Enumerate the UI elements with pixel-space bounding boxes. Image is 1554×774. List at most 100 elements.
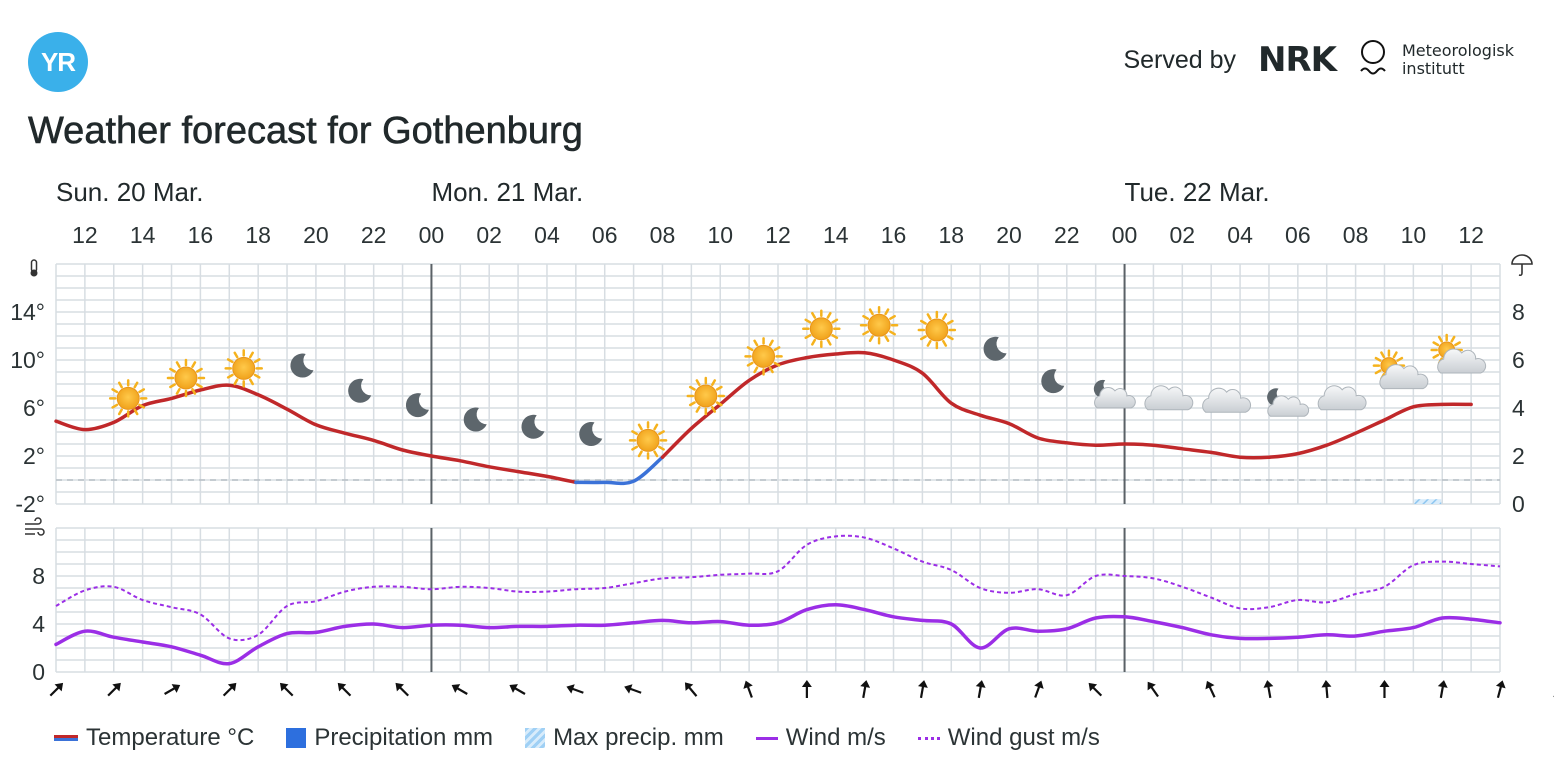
cloud-shape bbox=[1267, 395, 1310, 417]
sun-disc bbox=[174, 366, 198, 390]
sun-icon bbox=[628, 421, 668, 460]
cloud-shape bbox=[1202, 387, 1252, 413]
sun-ray bbox=[826, 338, 832, 346]
sun-ray bbox=[884, 308, 890, 316]
wind-arrow-head bbox=[112, 682, 121, 692]
sun-ray bbox=[191, 361, 197, 368]
served-by-label: Served by bbox=[1123, 45, 1236, 74]
sun-ray bbox=[1392, 351, 1398, 359]
moon-shape bbox=[983, 336, 1007, 361]
moon-icon bbox=[290, 353, 314, 378]
sun-ray bbox=[133, 408, 139, 416]
sun-ray bbox=[804, 318, 812, 324]
thermometer-icon bbox=[30, 259, 38, 277]
moon-shape bbox=[290, 353, 314, 378]
wind-arrow-icon bbox=[1147, 681, 1159, 698]
wind-arrow-head bbox=[509, 684, 518, 693]
wind-arrow-icon bbox=[1437, 680, 1448, 699]
hour-tick-label: 12 bbox=[765, 222, 791, 248]
wind-arrow-head bbox=[975, 680, 986, 688]
served-by: Served by NRK Meteorologisk institutt bbox=[1123, 36, 1514, 84]
day-label: Mon. 21 Mar. bbox=[431, 177, 583, 207]
wind-arrow-icon bbox=[917, 680, 928, 699]
legend-item-temp: Temperature °C bbox=[54, 724, 254, 752]
sun-ray bbox=[688, 385, 696, 391]
hour-tick-label: 22 bbox=[361, 222, 387, 248]
moon-cloud-icon bbox=[1093, 379, 1136, 409]
sun-ray bbox=[233, 378, 239, 386]
wind-tick-label: 4 bbox=[32, 611, 45, 637]
sun-ray bbox=[248, 351, 254, 359]
legend-swatch-temp bbox=[54, 735, 78, 741]
precipitation-tick-label: 2 bbox=[1512, 443, 1525, 469]
sun-ray bbox=[862, 330, 870, 336]
sun-icon bbox=[166, 358, 206, 398]
hour-tick-label: 16 bbox=[188, 222, 214, 248]
precipitation-tick-label: 6 bbox=[1512, 347, 1525, 373]
wind-arrow-head bbox=[1088, 682, 1098, 692]
sun-ray bbox=[826, 311, 832, 319]
wind-arrow-head bbox=[860, 680, 871, 688]
hour-tick-label: 00 bbox=[419, 222, 445, 248]
wind-arrow-icon bbox=[1553, 683, 1554, 698]
sun-disc bbox=[116, 386, 140, 410]
sun-ray bbox=[637, 423, 643, 431]
sun-ray bbox=[111, 403, 119, 409]
met-logo-line1: Meteorologisk bbox=[1401, 41, 1514, 60]
moon-icon bbox=[463, 407, 487, 432]
wind-arrow-icon bbox=[1495, 680, 1506, 699]
wind-icon-strokes bbox=[25, 517, 45, 536]
sun-ray bbox=[133, 381, 139, 389]
met-logo[interactable]: Meteorologisk institutt bbox=[1358, 39, 1514, 81]
nrk-logo[interactable]: NRK bbox=[1258, 40, 1337, 80]
sun-disc bbox=[867, 313, 891, 337]
wind-tick-label: 8 bbox=[32, 563, 45, 589]
sun-ray bbox=[831, 334, 839, 340]
wind-arrow-head bbox=[279, 682, 289, 692]
legend-item-wind: Wind m/s bbox=[755, 724, 886, 752]
sun-ray bbox=[884, 335, 890, 343]
forecast-chart: Sun. 20 Mar. Mon. 21 Mar. Tue. 22 Mar. 12 14… bbox=[10, 177, 1554, 699]
sun-icon bbox=[686, 376, 726, 416]
wind-arrow-icon bbox=[1321, 680, 1332, 699]
yr-logo[interactable]: YR bbox=[28, 32, 88, 92]
wind-arrow-head bbox=[684, 682, 694, 691]
wind-tick-label: 0 bbox=[32, 659, 45, 685]
met-logo-icon bbox=[1358, 39, 1388, 81]
sun-ray bbox=[1454, 341, 1461, 347]
hour-tick-label: 18 bbox=[245, 222, 271, 248]
sun-ray bbox=[768, 366, 774, 374]
sun-ray bbox=[631, 445, 639, 451]
wind-arrow-icon bbox=[684, 682, 698, 697]
sun-ray bbox=[1396, 356, 1404, 362]
wind-arrow-icon bbox=[49, 682, 64, 697]
sun-ray bbox=[695, 406, 701, 413]
wind-icon bbox=[25, 517, 45, 536]
hour-tick-label: 08 bbox=[1343, 222, 1369, 248]
sun-ray bbox=[831, 318, 839, 324]
precipitation-tick-label: 8 bbox=[1512, 299, 1525, 325]
sun-cloud-icon bbox=[1372, 349, 1429, 390]
hour-tick-label: 16 bbox=[881, 222, 907, 248]
temperature-tick-label: 10° bbox=[10, 347, 45, 373]
sun-ray bbox=[715, 385, 723, 391]
wind-arrow-head bbox=[801, 680, 812, 687]
moon-shape bbox=[521, 414, 545, 439]
sun-icon bbox=[224, 349, 263, 388]
sun-ray bbox=[169, 367, 176, 373]
sun-ray bbox=[653, 450, 659, 458]
sun-ray bbox=[688, 401, 696, 407]
wind-arrow-head bbox=[1495, 680, 1506, 689]
sun-ray bbox=[195, 367, 203, 373]
wind-arrow-head bbox=[171, 684, 181, 693]
sun-ray bbox=[942, 340, 948, 347]
sun-disc bbox=[636, 428, 660, 452]
sun-ray bbox=[711, 379, 717, 386]
wind-arrow-icon bbox=[395, 682, 409, 697]
moon-shape bbox=[348, 378, 372, 403]
sun-ray bbox=[868, 335, 874, 343]
legend-item-gust: Wind gust m/s bbox=[917, 724, 1100, 752]
legend-item-maxp: Max precip. mm bbox=[525, 724, 724, 752]
legend-label: Max precip. mm bbox=[553, 724, 724, 751]
temperature-tick-label: -2° bbox=[15, 491, 45, 517]
